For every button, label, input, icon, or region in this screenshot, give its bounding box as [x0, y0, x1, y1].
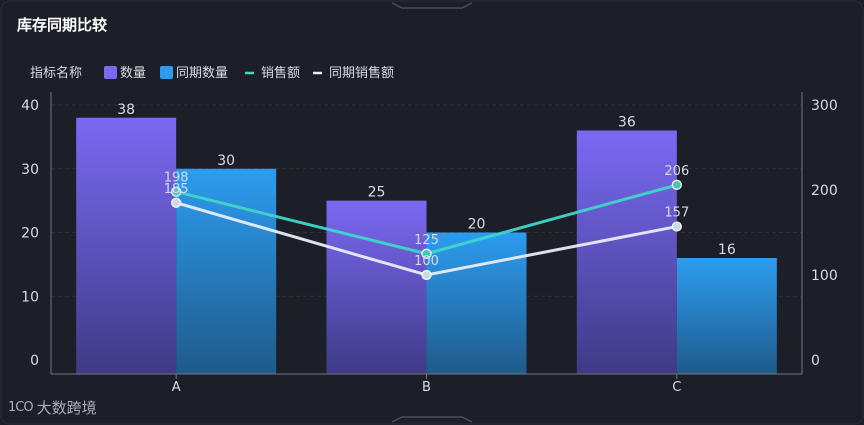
bar-data-label: 36 [618, 115, 636, 131]
line-data-label: 185 [164, 182, 189, 197]
bar-data-label: 25 [368, 185, 386, 201]
prior-sales-point [671, 221, 682, 232]
bar-data-label: 30 [217, 153, 235, 169]
x-tick-label: B [422, 380, 431, 395]
legend-label-3: 销售额 [261, 65, 300, 81]
sales-point [171, 186, 182, 197]
frame-top-notch [391, 2, 473, 9]
bar-data-label: 16 [718, 242, 736, 258]
watermark: 1CO 大数跨境 [8, 397, 97, 418]
bar-qty [76, 117, 177, 374]
line-data-label: 198 [164, 171, 189, 186]
line-data-label: 157 [664, 206, 689, 221]
x-tick-label: C [672, 380, 681, 395]
y-left-tick-label: 40 [21, 98, 39, 114]
sales-point [671, 179, 682, 190]
bar-prior-qty [426, 232, 527, 374]
sales-point [421, 248, 432, 259]
legend-swatch-2 [160, 66, 173, 79]
y-right-tick-label: 0 [811, 353, 820, 369]
legend-label-4: 同期销售额 [329, 65, 394, 81]
bar-qty [576, 130, 677, 374]
prior-sales-point [421, 269, 432, 281]
x-tick-label: A [172, 380, 181, 395]
y-right-tick-label: 300 [811, 98, 838, 114]
legend-label-1: 数量 [120, 66, 146, 81]
legend-prefix: 指标名称 [30, 65, 82, 81]
chart-title: 库存同期比较 [17, 16, 108, 34]
watermark-logo: 1CO [8, 400, 34, 415]
legend-label-2: 同期数量 [176, 66, 228, 81]
bar-qty [326, 200, 427, 374]
y-right-tick-label: 100 [811, 268, 838, 284]
line-data-label: 206 [664, 164, 689, 179]
y-left-tick-label: 0 [30, 353, 39, 369]
frame-bottom-notch [391, 416, 473, 423]
y-left-tick-label: 10 [21, 289, 39, 305]
line-data-label: 100 [414, 254, 439, 269]
bar-prior-qty [676, 258, 777, 374]
legend-swatch-1 [104, 66, 117, 79]
bar-prior-qty [176, 168, 277, 374]
watermark-text: 大数跨境 [36, 399, 97, 417]
bar-data-label: 38 [117, 102, 135, 118]
prior-sales-point [171, 197, 182, 208]
bar-data-label: 20 [468, 217, 486, 233]
line-data-label: 125 [414, 233, 439, 248]
y-right-tick-label: 200 [811, 183, 838, 199]
y-left-tick-label: 30 [21, 162, 39, 178]
y-left-tick-label: 20 [21, 226, 39, 242]
